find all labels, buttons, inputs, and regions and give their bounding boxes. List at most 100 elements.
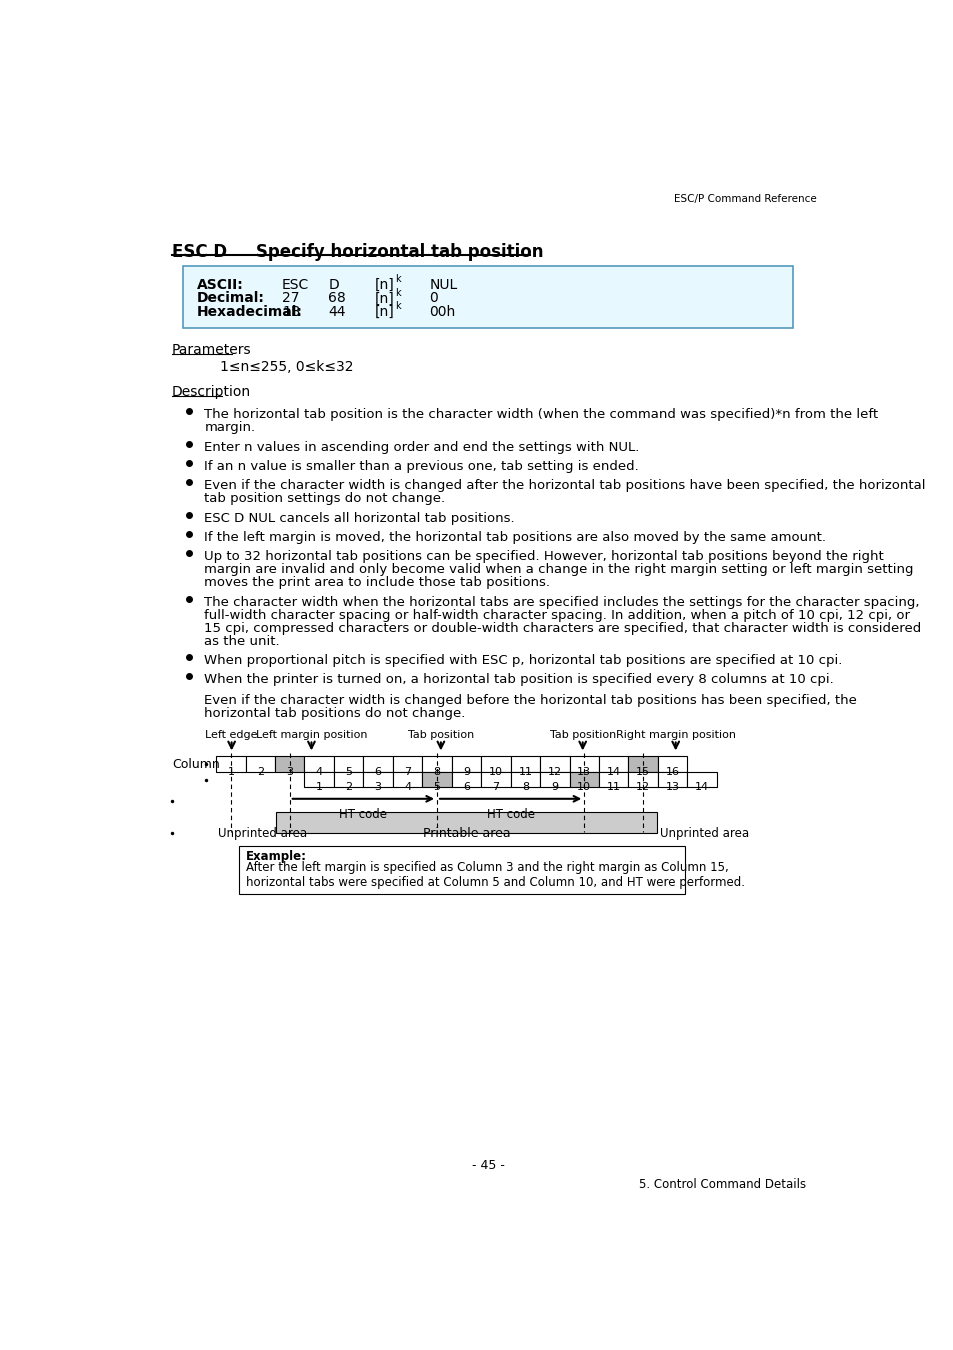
Text: 16: 16 [665,767,679,776]
Text: [n]: [n] [375,278,395,292]
Text: 10: 10 [488,767,502,776]
Text: 5. Control Command Details: 5. Control Command Details [639,1179,805,1192]
Text: 12: 12 [547,767,561,776]
Bar [422,756,452,772]
Text: 1: 1 [315,782,322,792]
Text: 44: 44 [328,305,346,319]
Text: 3: 3 [286,767,293,776]
Bar [658,756,686,772]
Text: moves the print area to include those tab positions.: moves the print area to include those ta… [204,576,550,589]
Text: Example:: Example: [245,849,306,863]
Text: ASCII:: ASCII: [196,278,243,292]
Text: 68: 68 [328,292,346,305]
Bar [480,756,510,772]
Text: 14: 14 [606,767,620,776]
Text: ESC/P Command Reference: ESC/P Command Reference [673,194,816,204]
Text: k: k [395,288,400,297]
Text: Parameters: Parameters [172,343,252,356]
Text: Tab position: Tab position [407,730,474,740]
Bar [686,772,716,787]
Text: 5: 5 [433,782,440,792]
Bar [510,772,539,787]
Text: If an n value is smaller than a previous one, tab setting is ended.: If an n value is smaller than a previous… [204,460,639,472]
Text: Right margin position: Right margin position [615,730,735,740]
Text: margin.: margin. [204,421,255,435]
Text: Unprinted area: Unprinted area [217,828,307,840]
Text: - 45 -: - 45 - [472,1160,505,1172]
Text: NUL: NUL [429,278,457,292]
Text: Up to 32 horizontal tab positions can be specified. However, horizontal tab posi: Up to 32 horizontal tab positions can be… [204,549,883,563]
Text: Even if the character width is changed after the horizontal tab positions have b: Even if the character width is changed a… [204,479,925,493]
Text: 9: 9 [551,782,558,792]
Text: Printable area: Printable area [422,828,510,840]
Bar [452,756,480,772]
Text: Left margin position: Left margin position [255,730,367,740]
Text: 9: 9 [462,767,470,776]
Bar [510,756,539,772]
Text: 2: 2 [345,782,352,792]
Bar [452,772,480,787]
Bar [363,772,393,787]
Text: ESC D NUL cancels all horizontal tab positions.: ESC D NUL cancels all horizontal tab pos… [204,512,515,525]
Text: ESC: ESC [282,278,309,292]
Bar [598,756,628,772]
Text: The horizontal tab position is the character width (when the command was specifi: The horizontal tab position is the chara… [204,409,878,421]
Bar [334,756,363,772]
Text: 1B: 1B [282,305,300,319]
Text: Hexadecimal:: Hexadecimal: [196,305,302,319]
Text: Description: Description [172,385,251,400]
Text: 0: 0 [429,292,437,305]
Bar [274,756,304,772]
Text: Tab position: Tab position [549,730,616,740]
Text: 12: 12 [636,782,650,792]
Text: 10: 10 [577,782,591,792]
Text: 14: 14 [694,782,708,792]
Text: ESC D     Specify horizontal tab position: ESC D Specify horizontal tab position [172,243,543,261]
Text: 11: 11 [517,767,532,776]
Bar [334,772,363,787]
Text: 27: 27 [282,292,299,305]
Text: HT code: HT code [486,809,534,821]
Text: When the printer is turned on, a horizontal tab position is specified every 8 co: When the printer is turned on, a horizon… [204,674,833,686]
Text: 8: 8 [433,767,440,776]
Text: 4: 4 [403,782,411,792]
Text: After the left margin is specified as Column 3 and the right margin as Column 15: After the left margin is specified as Co… [245,861,743,890]
Bar [245,756,274,772]
Text: 6: 6 [462,782,470,792]
Text: Left edge: Left edge [205,730,257,740]
Text: 1: 1 [227,767,234,776]
Text: 2: 2 [256,767,264,776]
Bar [363,756,393,772]
Bar [422,772,452,787]
Bar [628,772,658,787]
Text: 5: 5 [345,767,352,776]
Text: 15: 15 [636,767,649,776]
Bar [598,772,628,787]
Bar [628,756,658,772]
Bar [304,756,334,772]
FancyBboxPatch shape [183,266,793,328]
Text: 13: 13 [665,782,679,792]
Text: [n]: [n] [375,292,395,305]
Text: If the left margin is moved, the horizontal tab positions are also moved by the : If the left margin is moved, the horizon… [204,531,825,544]
Text: k: k [395,301,400,312]
Text: Enter n values in ascending order and end the settings with NUL.: Enter n values in ascending order and en… [204,440,639,454]
Text: Unprinted area: Unprinted area [659,828,748,840]
Text: D: D [328,278,339,292]
Text: 15 cpi, compressed characters or double-width characters are specified, that cha: 15 cpi, compressed characters or double-… [204,622,921,634]
Text: Column: Column [172,757,219,771]
Bar [539,772,569,787]
Text: 11: 11 [606,782,620,792]
Text: HT code: HT code [339,809,387,821]
Text: as the unit.: as the unit. [204,634,280,648]
Bar [216,756,245,772]
Text: 00h: 00h [429,305,455,319]
Text: The character width when the horizontal tabs are specified includes the settings: The character width when the horizontal … [204,595,919,609]
Bar [239,845,684,894]
Text: 7: 7 [403,767,411,776]
Bar [480,772,510,787]
Text: 13: 13 [577,767,591,776]
Text: When proportional pitch is specified with ESC p, horizontal tab positions are sp: When proportional pitch is specified wit… [204,653,842,667]
Text: 6: 6 [375,767,381,776]
Text: tab position settings do not change.: tab position settings do not change. [204,493,445,505]
